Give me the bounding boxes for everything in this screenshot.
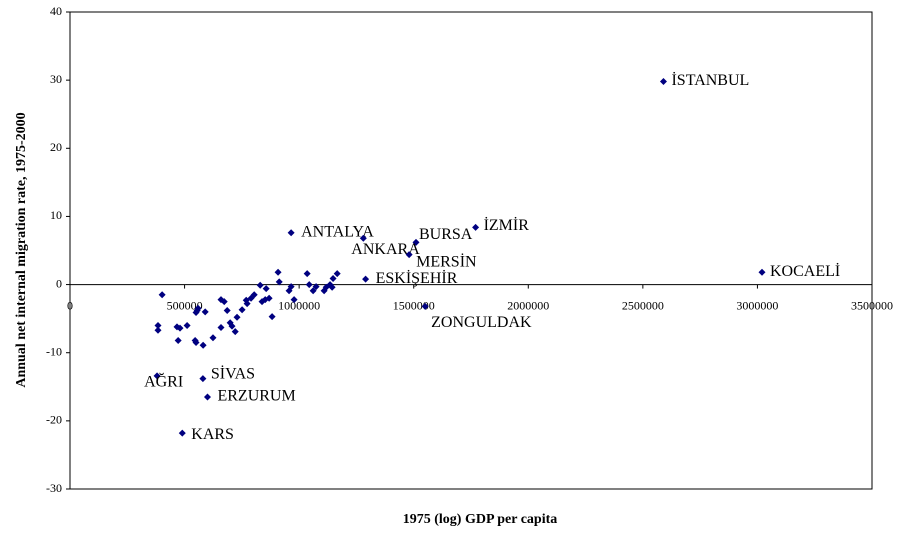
y-tick-label: -10: [46, 344, 62, 358]
point: [275, 278, 283, 286]
y-axis-title: Annual net internal migration rate, 1975…: [14, 112, 29, 387]
point: [209, 334, 217, 342]
point: [359, 234, 367, 242]
point-label: SİVAS: [211, 364, 255, 382]
point: [405, 251, 413, 259]
x-tick-label: 500000: [167, 298, 203, 312]
point-label: KARS: [191, 426, 234, 443]
point: [154, 321, 162, 329]
plot-area: [69, 11, 873, 490]
point: [287, 229, 295, 237]
point: [303, 270, 311, 278]
y-tick-label: -30: [46, 481, 62, 495]
point-label: İSTANBUL: [671, 71, 749, 89]
point: [421, 302, 429, 310]
x-axis-title: 1975 (log) GDP per capita: [403, 512, 558, 527]
point: [233, 313, 241, 321]
point: [191, 336, 199, 344]
point-label: KOCAELİ: [770, 262, 840, 280]
point: [309, 287, 317, 295]
point: [328, 283, 336, 291]
y-tick-label: 20: [50, 140, 62, 154]
point: [256, 281, 264, 289]
point-label: BURSA: [419, 226, 473, 243]
x-tick-label: 2500000: [622, 298, 664, 312]
point-label: ANTALYA: [301, 223, 374, 240]
point: [290, 296, 298, 304]
point-label: AĞRI: [144, 372, 183, 391]
point: [231, 328, 239, 336]
y-tick-label: 30: [50, 72, 62, 86]
point: [659, 78, 667, 86]
point: [220, 298, 228, 306]
point: [312, 283, 320, 291]
x-tick-label: 1000000: [278, 298, 320, 312]
point: [274, 268, 282, 276]
point: [265, 294, 273, 302]
point: [223, 306, 231, 314]
point: [183, 321, 191, 329]
point: [154, 326, 162, 334]
point: [203, 393, 211, 401]
point-label: ZONGULDAK: [431, 314, 532, 331]
point: [228, 322, 236, 330]
point: [362, 275, 370, 283]
point: [194, 304, 202, 312]
y-tick-label: 0: [56, 276, 62, 290]
point: [758, 268, 766, 276]
x-tick-label: 0: [67, 298, 73, 312]
x-tick-label: 2000000: [507, 298, 549, 312]
point: [472, 223, 480, 231]
point: [305, 281, 313, 289]
point: [268, 313, 276, 321]
y-tick-label: 40: [50, 4, 62, 18]
point: [153, 372, 161, 380]
point: [178, 429, 186, 437]
point-label: İZMİR: [484, 216, 530, 234]
point: [412, 238, 420, 246]
point: [199, 341, 207, 349]
point: [329, 274, 337, 282]
point: [174, 336, 182, 344]
point-label: ESKİŞEHİR: [376, 269, 458, 287]
point-label: ERZURUM: [217, 388, 295, 405]
point: [238, 306, 246, 314]
y-tick-label: -20: [46, 413, 62, 427]
point: [217, 324, 225, 332]
point: [201, 308, 209, 316]
point: [287, 283, 295, 291]
y-tick-label: 10: [50, 208, 62, 222]
point: [158, 291, 166, 299]
point-label: ANKARA: [351, 241, 420, 258]
point-label: MERSİN: [416, 252, 477, 270]
x-tick-label: 1500000: [393, 298, 435, 312]
x-tick-label: 3500000: [851, 298, 893, 312]
point: [262, 285, 270, 293]
point: [176, 324, 184, 332]
point: [333, 270, 341, 278]
point: [250, 291, 258, 299]
x-tick-label: 3000000: [736, 298, 778, 312]
point: [199, 375, 207, 383]
